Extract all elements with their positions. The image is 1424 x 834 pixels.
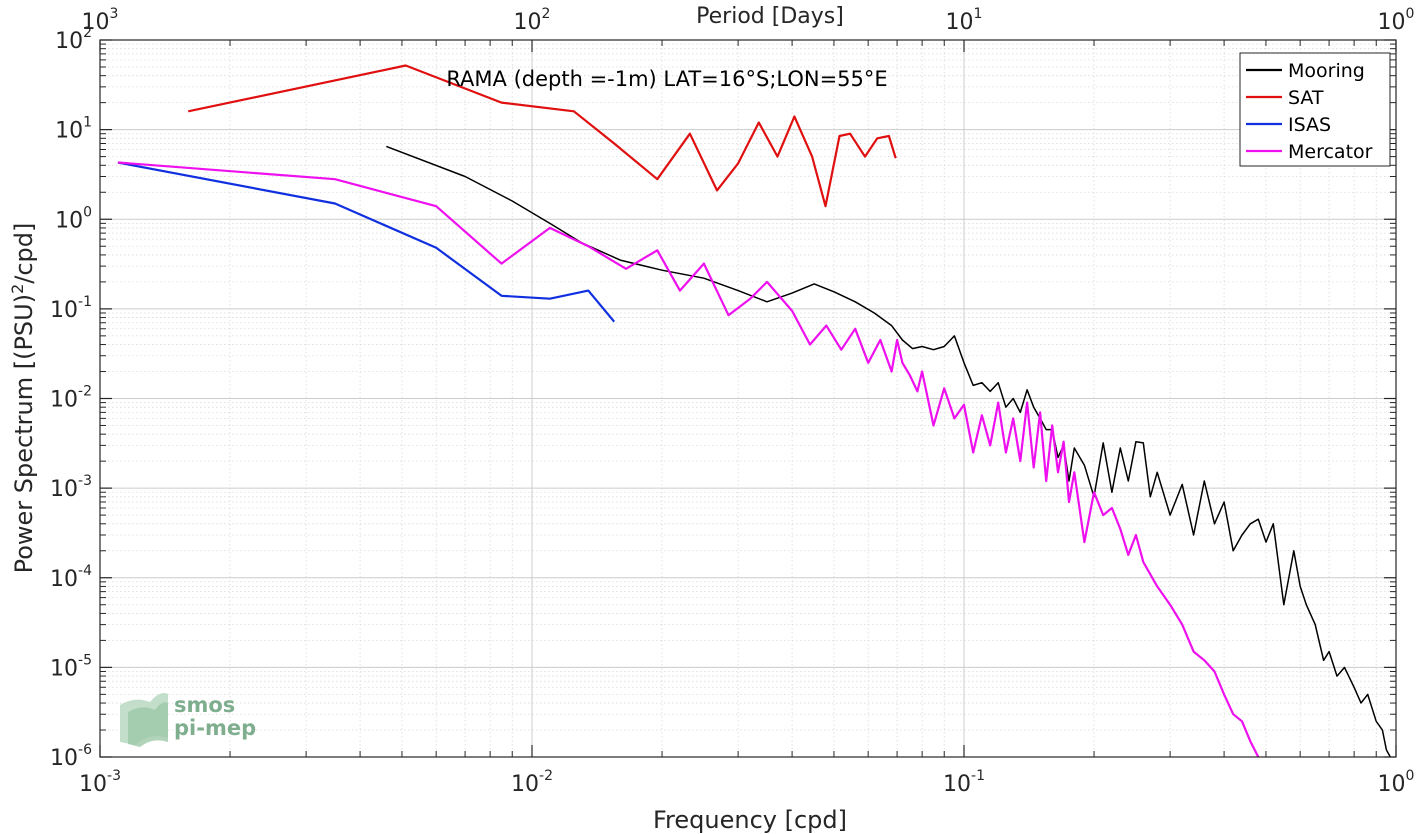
top-tick-label: 103 [82,6,119,35]
x-tick-label: 100 [1378,768,1415,797]
y-tick-label: 100 [55,204,92,233]
chart-title: RAMA (depth =-1m) LAT=16°S;LON=55°E [446,67,887,91]
legend: Mooring SAT ISAS Mercator [1239,52,1391,167]
top-axis-title: Period [Days] [696,4,844,29]
grid-lines [99,39,1397,758]
series-line-mooring [386,145,1391,757]
logo-text-line1: smos [174,693,235,717]
series-line-isas [117,161,616,323]
y-tick-label: 10-3 [50,473,92,502]
logo-wave-icon-2 [128,702,168,747]
y-tick-label: 10-5 [50,652,92,681]
x-axis-title: Frequency [cpd] [653,806,847,834]
y-tick-label: 101 [55,115,92,144]
x-tick-label: 10-1 [943,768,985,797]
y-tick-label: 102 [55,25,92,54]
y-tick-label: 10-1 [50,294,92,323]
legend-label-isas: ISAS [1288,114,1331,136]
plot-series [117,64,1391,757]
y-tick-label: 10-6 [50,742,92,771]
top-tick-label: 102 [514,6,551,35]
legend-label-mercator: Mercator [1288,141,1373,163]
smos-logo: smos pi-mep [120,693,256,747]
x-tick-label: 10-3 [79,768,121,797]
legend-box [1239,52,1391,167]
x-tick-label: 10-2 [511,768,553,797]
axis-ticks: 10-3 10-2 10-1 100 10-6 10-5 10-4 10-3 10-2 10-1 1… [50,6,1414,797]
y-tick-label: 10-2 [50,384,92,413]
y-axis-title: Power Spectrum [(PSU)2/cpd] [8,223,39,574]
legend-label-sat: SAT [1288,87,1324,109]
series-line-mercator [117,161,1260,757]
logo-text-line2: pi-mep [174,716,256,740]
y-tick-label: 10-4 [50,563,92,592]
series-line-sat [187,64,897,208]
top-tick-label: 100 [1378,6,1415,35]
top-tick-label: 101 [946,6,983,35]
legend-label-mooring: Mooring [1288,60,1365,82]
